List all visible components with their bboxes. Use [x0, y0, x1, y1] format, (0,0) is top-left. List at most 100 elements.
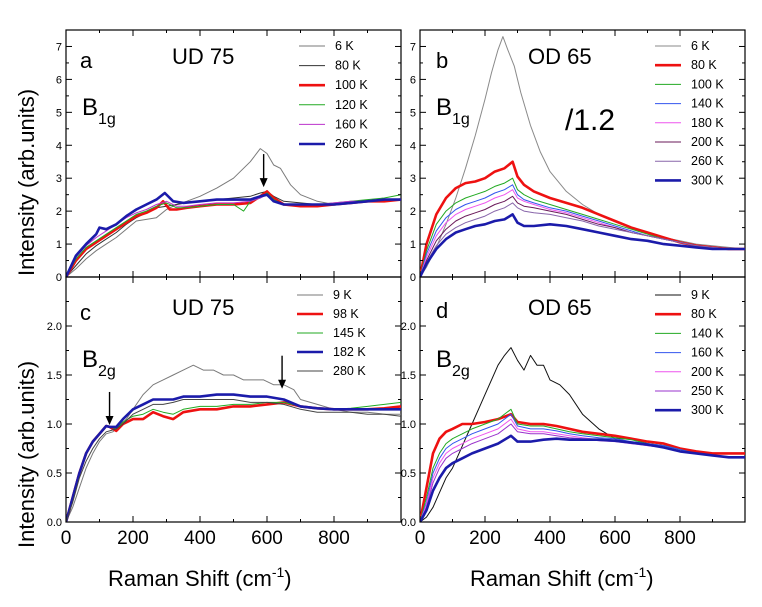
- legend-label: 300 K: [691, 403, 724, 417]
- panel-d: 0 200 400 600 800 0.0 0.5 1.0 1.5 2.0 d OD 65 B2g 9 K…: [401, 276, 746, 549]
- y-tick-label: 7: [410, 41, 416, 53]
- y-axis-label-top: Intensity (arb.units): [14, 89, 39, 276]
- y-tick-label: 0.5: [401, 468, 416, 480]
- legend-label: 140 K: [691, 97, 724, 111]
- x-axis-label-left: Raman Shift (cm-1): [108, 564, 292, 591]
- series-line-160k: [420, 413, 745, 522]
- x-axis-label-superscript: -1: [634, 564, 647, 580]
- panel-title: OD 65: [528, 295, 592, 320]
- series-line-80k: [420, 412, 745, 522]
- y-tick-label: 0: [56, 272, 62, 284]
- y-tick-label: 1.0: [47, 419, 62, 431]
- series-group: [420, 36, 745, 277]
- x-tick-label: 200: [469, 528, 501, 549]
- panel-title: UD 75: [172, 44, 234, 69]
- arrow-head: [259, 178, 268, 188]
- series-line-9k: [66, 364, 401, 522]
- y-tick-label: 2.0: [47, 321, 62, 333]
- x-tick-label: 600: [599, 528, 631, 549]
- y-tick-label: 2: [56, 206, 62, 218]
- y-tick-label: 6: [410, 74, 416, 86]
- legend-label: 160 K: [691, 346, 724, 360]
- legend-label: 182 K: [333, 345, 366, 359]
- x-tick-label: 600: [251, 528, 283, 549]
- y-tick-label: 4: [410, 140, 416, 152]
- y-tick-label: 3: [410, 173, 416, 185]
- legend-label: 250 K: [691, 384, 724, 398]
- y-axis-label-bottom: Intensity (arb.units): [14, 361, 39, 548]
- y-tick-label: 1.5: [47, 370, 62, 382]
- y-tick-label: 2.0: [401, 321, 416, 333]
- series-line-145k: [66, 401, 401, 522]
- panel-title: OD 65: [528, 44, 592, 69]
- series-line-140k: [420, 184, 745, 277]
- panel-b: 0 1 2 3 4 5 6 7 b OD 65 B1g 6 K 80 K 100 K 140 K 180 K 2…: [410, 29, 746, 284]
- y-tick-label: 5: [410, 107, 416, 119]
- y-tick-label: 7: [56, 41, 62, 53]
- legend-label: 9 K: [333, 288, 352, 302]
- scale-factor-annotation: /1.2: [565, 104, 615, 137]
- legend-label: 260 K: [335, 137, 368, 151]
- series-line-260k: [420, 202, 745, 277]
- legend-label: 280 K: [333, 364, 366, 378]
- x-tick-label: 800: [318, 528, 350, 549]
- symmetry-symbol: B: [436, 346, 452, 373]
- panel-letter: c: [80, 300, 91, 325]
- symmetry-label: B2g: [436, 346, 470, 380]
- legend-label: 80 K: [691, 307, 717, 321]
- y-tick-label: 3: [56, 173, 62, 185]
- symmetry-symbol: B: [82, 346, 98, 373]
- svg-text:Raman Shift (cm-1): Raman Shift (cm-1): [470, 564, 654, 591]
- series-line-182k: [66, 393, 401, 522]
- series-line-80k: [420, 160, 745, 277]
- x-axis-label-close: ): [284, 566, 291, 591]
- symmetry-subscript: 2g: [98, 363, 116, 380]
- x-tick-label: 200: [117, 528, 149, 549]
- series-line-280k: [66, 399, 401, 522]
- panel-title: UD 75: [172, 295, 234, 320]
- symmetry-label: B1g: [82, 94, 116, 128]
- y-tick-label: 0: [410, 272, 416, 284]
- y-tick-label: 1.0: [401, 419, 416, 431]
- arrow-head: [105, 415, 114, 425]
- y-tick-label: 2: [410, 206, 416, 218]
- panel-a: 0 1 2 3 4 5 6 7 a UD 75 B1g 6 K 80 K 100 K 120 K 160 K 2…: [56, 29, 402, 284]
- legend-label: 300 K: [691, 173, 724, 187]
- legend-label: 80 K: [691, 58, 717, 72]
- series-line-300k: [420, 213, 745, 277]
- y-tick-label: 5: [56, 107, 62, 119]
- y-tick-label: 1.5: [401, 370, 416, 382]
- series-group: [66, 148, 401, 277]
- symmetry-label: B2g: [82, 346, 116, 380]
- arrow-head: [278, 379, 287, 389]
- symmetry-symbol: B: [436, 94, 452, 121]
- legend-label: 100 K: [691, 77, 724, 91]
- series-line-98k: [66, 401, 401, 522]
- y-tick-label: 0.5: [47, 468, 62, 480]
- legend-label: 80 K: [335, 59, 361, 73]
- panel-letter: a: [80, 48, 93, 73]
- legend-label: 6 K: [335, 39, 354, 53]
- x-tick-label: 800: [664, 528, 696, 549]
- series-line-140k: [420, 408, 745, 522]
- x-axis-label-text: Raman Shift (cm: [108, 566, 272, 591]
- x-tick-label: 400: [184, 528, 216, 549]
- y-tick-label: 0.0: [401, 517, 416, 529]
- y-tick-label: 0.0: [47, 517, 62, 529]
- x-tick-label: 400: [534, 528, 566, 549]
- legend-label: 100 K: [335, 78, 368, 92]
- symmetry-label: B1g: [436, 94, 470, 128]
- legend-label: 140 K: [691, 326, 724, 340]
- y-tick-label: 6: [56, 74, 62, 86]
- series-line-160k: [66, 194, 401, 277]
- x-axis-label-right: Raman Shift (cm-1): [470, 564, 654, 591]
- symmetry-subscript: 1g: [452, 111, 470, 128]
- x-axis-label-superscript: -1: [272, 564, 285, 580]
- symmetry-subscript: 2g: [452, 363, 470, 380]
- series-line-200k: [420, 418, 745, 522]
- svg-text:Raman Shift (cm-1): Raman Shift (cm-1): [108, 564, 292, 591]
- legend-label: 6 K: [691, 39, 710, 53]
- panel-c: 0 200 400 600 800 0.0 0.5 1.0 1.5 2.0 c UD 75 B2g 9 K…: [47, 276, 402, 549]
- legend-label: 98 K: [333, 307, 359, 321]
